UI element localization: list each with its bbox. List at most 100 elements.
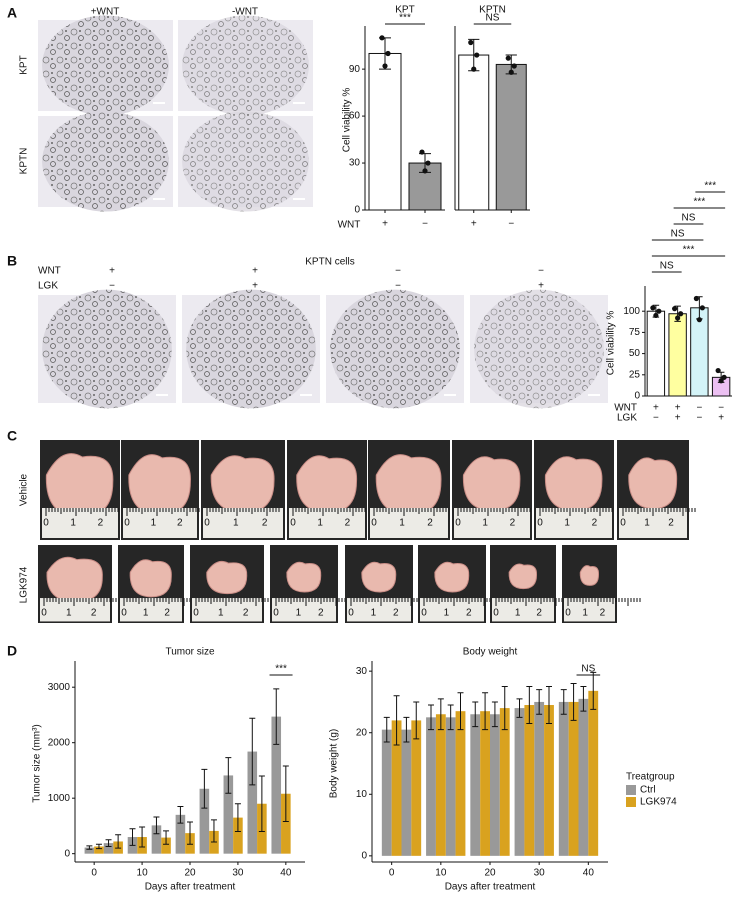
bar <box>568 701 579 856</box>
condition-sign: − <box>395 281 401 292</box>
error-bar <box>258 775 265 832</box>
tumor <box>206 560 248 595</box>
bar <box>455 711 466 856</box>
ruler <box>289 508 365 538</box>
data-point <box>650 305 656 311</box>
chart-title: KPTN <box>479 5 506 16</box>
bar <box>514 708 525 856</box>
y-tick-label: 60 <box>349 111 361 122</box>
error-bar <box>86 845 93 850</box>
data-point <box>672 306 678 312</box>
micrograph-colony <box>186 289 316 409</box>
ruler-label: 2 <box>177 518 183 529</box>
data-point <box>693 295 699 302</box>
x-row-sign: + <box>675 413 681 424</box>
ruler <box>123 508 197 538</box>
bar <box>368 52 402 211</box>
bar <box>199 788 210 854</box>
error-bar <box>403 716 410 743</box>
x-tick-label: 10 <box>435 868 447 879</box>
tumor <box>579 565 600 586</box>
data-point <box>468 39 474 46</box>
ruler-label: 1 <box>482 518 488 529</box>
ruler-label: 1 <box>317 518 323 529</box>
tumor <box>128 454 191 516</box>
x-tick-label: 20 <box>484 868 496 879</box>
ruler-label: 2 <box>427 518 433 529</box>
x-tick-label: 40 <box>583 868 595 879</box>
ruler-label: 0 <box>565 608 571 619</box>
data-point <box>505 55 511 61</box>
ruler-label: 0 <box>371 518 377 529</box>
bar <box>558 701 569 856</box>
bar <box>588 690 599 856</box>
tumor <box>296 455 358 514</box>
ruler-label: 2 <box>318 608 324 619</box>
ruler-label: 0 <box>620 518 626 529</box>
data-point <box>715 367 721 374</box>
x-tick-label: 30 <box>232 868 244 879</box>
y-tick-label: 20 <box>356 727 368 738</box>
bar <box>381 729 392 856</box>
bar <box>247 751 258 854</box>
x-axis-label: Days after treatment <box>445 882 536 893</box>
x-tick-label: 0 <box>389 868 395 879</box>
significance-label: *** <box>704 181 716 192</box>
error-bar <box>129 828 136 846</box>
condition-sign: − <box>395 266 401 277</box>
ruler <box>536 508 612 538</box>
ruler-label: 0 <box>121 608 127 619</box>
error-bar <box>234 803 241 832</box>
error-bar <box>383 716 390 743</box>
error-bar <box>413 701 420 740</box>
error-bar <box>560 689 567 715</box>
significance-label: *** <box>275 664 287 675</box>
data-point <box>425 160 431 166</box>
x-tick-label: − <box>422 219 428 230</box>
ruler <box>420 598 484 622</box>
data-point <box>382 63 388 69</box>
error-bar <box>139 826 146 848</box>
x-row-sign: − <box>696 413 702 424</box>
micrograph-colony <box>474 289 604 409</box>
legend-swatch <box>626 785 636 795</box>
legend-title: Treatgroup <box>626 772 675 783</box>
data-point <box>419 149 425 155</box>
y-axis-label: Tumor size (mm³) <box>32 724 43 803</box>
y-tick-label: 0 <box>354 205 360 216</box>
ruler-label: 2 <box>510 518 516 529</box>
ruler-label: 2 <box>668 518 674 529</box>
error-bar <box>590 671 597 710</box>
bar <box>495 63 527 211</box>
significance-label: *** <box>399 13 411 24</box>
micrograph-colony <box>42 289 172 409</box>
error-bar <box>472 701 479 728</box>
ruler-label: 0 <box>493 608 499 619</box>
scale-bar <box>153 198 165 200</box>
ruler-label: 2 <box>98 518 104 529</box>
error-bar <box>516 698 523 718</box>
x-tick-label: 20 <box>184 868 196 879</box>
bar <box>233 817 243 854</box>
data-point <box>653 312 659 319</box>
bar <box>411 720 422 856</box>
error-bar <box>580 686 587 712</box>
x-tick-label: 30 <box>534 868 546 879</box>
error-bar <box>282 765 289 822</box>
scale-bar <box>293 102 305 104</box>
error-bar <box>249 717 256 786</box>
bar <box>480 711 490 856</box>
row-label: KPT <box>19 55 30 74</box>
data-point <box>474 52 480 58</box>
ruler-label: 2 <box>592 518 598 529</box>
column-label: +WNT <box>91 7 120 18</box>
row-label: WNT <box>38 266 61 277</box>
chart-title: Body weight <box>463 647 518 658</box>
ruler-label: 1 <box>582 608 588 619</box>
ruler-label: 2 <box>164 608 170 619</box>
row-label: LGK974 <box>19 566 30 603</box>
ruler-label: 2 <box>91 608 97 619</box>
bar <box>544 705 554 856</box>
ruler-label: 1 <box>444 608 450 619</box>
error-bar <box>437 698 444 731</box>
